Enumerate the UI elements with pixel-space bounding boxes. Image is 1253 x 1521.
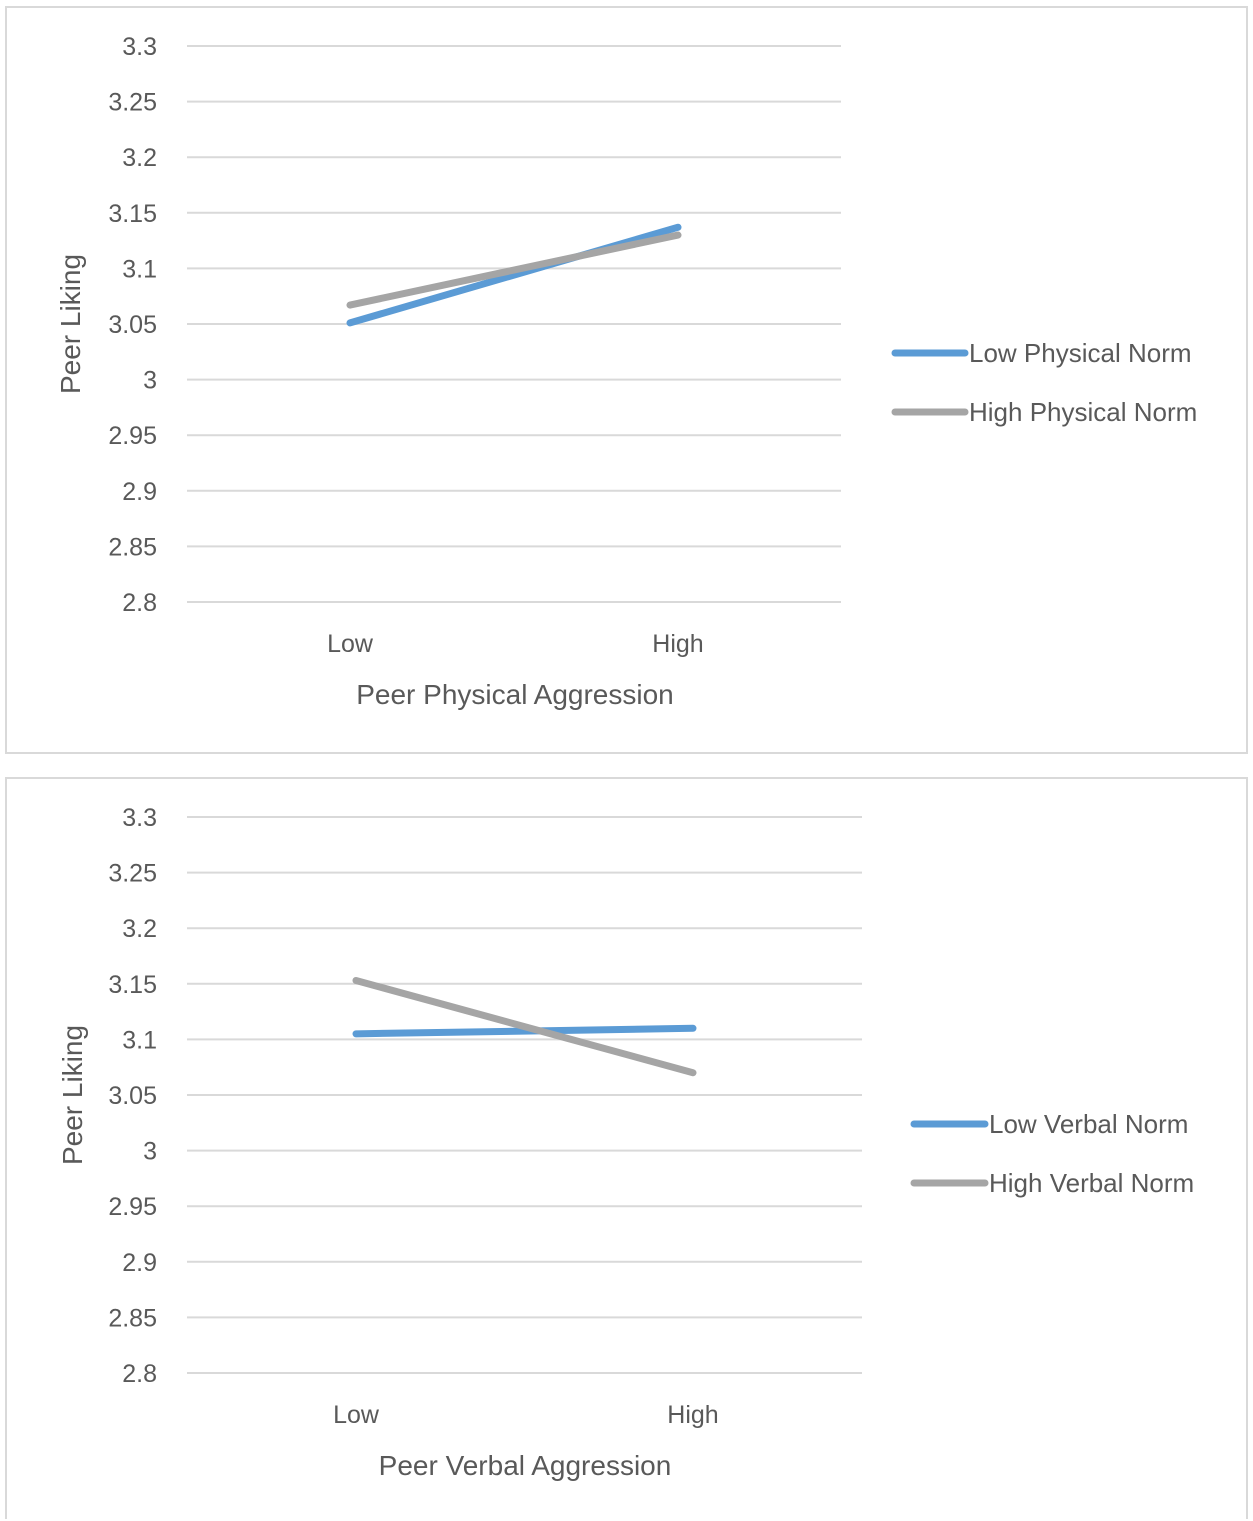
y-tick-label: 2.95: [108, 422, 157, 450]
series-line-low-verbal-norm: [352, 1024, 697, 1038]
series-line-high-verbal-norm: [352, 976, 697, 1077]
y-axis-title: Peer Liking: [55, 254, 86, 394]
y-tick-label: 3.2: [122, 144, 157, 172]
y-tick-label: 3.15: [108, 200, 157, 228]
x-tick-label: High: [652, 630, 703, 658]
y-tick-label: 2.85: [108, 533, 157, 561]
y-tick-label: 3: [143, 1138, 157, 1166]
series-line-low-physical-norm: [346, 223, 682, 327]
y-tick-label: 2.9: [122, 478, 157, 506]
y-tick-label: 3.3: [122, 33, 157, 61]
chart-panel-verbal: 3.3 3.25 3.2 3.15 3.1 3.05 3 2.95 2.9 2.85 2.8 Low H…: [5, 777, 1248, 1519]
y-tick-label: 2.8: [122, 589, 157, 617]
y-tick-label: 3.15: [108, 971, 157, 999]
physical-aggression-chart: 3.3 3.25 3.2 3.15 3.1 3.05 3 2.95 2.9 2.85 2.8 Low H…: [55, 33, 1197, 710]
x-tick-label: Low: [327, 630, 374, 658]
x-axis-title: Peer Physical Aggression: [356, 679, 674, 710]
chart-panel-physical: 3.3 3.25 3.2 3.15 3.1 3.05 3 2.95 2.9 2.85 2.8 Low H…: [5, 6, 1248, 754]
x-tick-label: High: [667, 1401, 718, 1429]
y-tick-label: 2.9: [122, 1249, 157, 1277]
y-tick-label: 2.85: [108, 1304, 157, 1332]
y-tick-label: 3.05: [108, 311, 157, 339]
y-tick-label: 3.25: [108, 89, 157, 117]
y-tick-label: 3.1: [122, 255, 157, 283]
y-tick-label: 3.3: [122, 804, 157, 832]
legend-label: Low Verbal Norm: [989, 1109, 1188, 1139]
y-tick-label: 3.2: [122, 915, 157, 943]
legend-label: High Verbal Norm: [989, 1168, 1194, 1198]
y-tick-label: 2.8: [122, 1360, 157, 1388]
verbal-aggression-chart: 3.3 3.25 3.2 3.15 3.1 3.05 3 2.95 2.9 2.85 2.8 Low H…: [57, 804, 1194, 1481]
x-tick-label: Low: [333, 1401, 380, 1429]
y-tick-label: 3: [143, 367, 157, 395]
y-tick-label: 3.25: [108, 860, 157, 888]
y-axis-title: Peer Liking: [57, 1025, 88, 1165]
series-line-high-physical-norm: [346, 231, 682, 309]
x-axis-title: Peer Verbal Aggression: [379, 1450, 672, 1481]
y-tick-label: 2.95: [108, 1193, 157, 1221]
y-tick-label: 3.1: [122, 1026, 157, 1054]
y-tick-label: 3.05: [108, 1082, 157, 1110]
legend-label: High Physical Norm: [969, 397, 1197, 427]
legend-label: Low Physical Norm: [969, 338, 1192, 368]
